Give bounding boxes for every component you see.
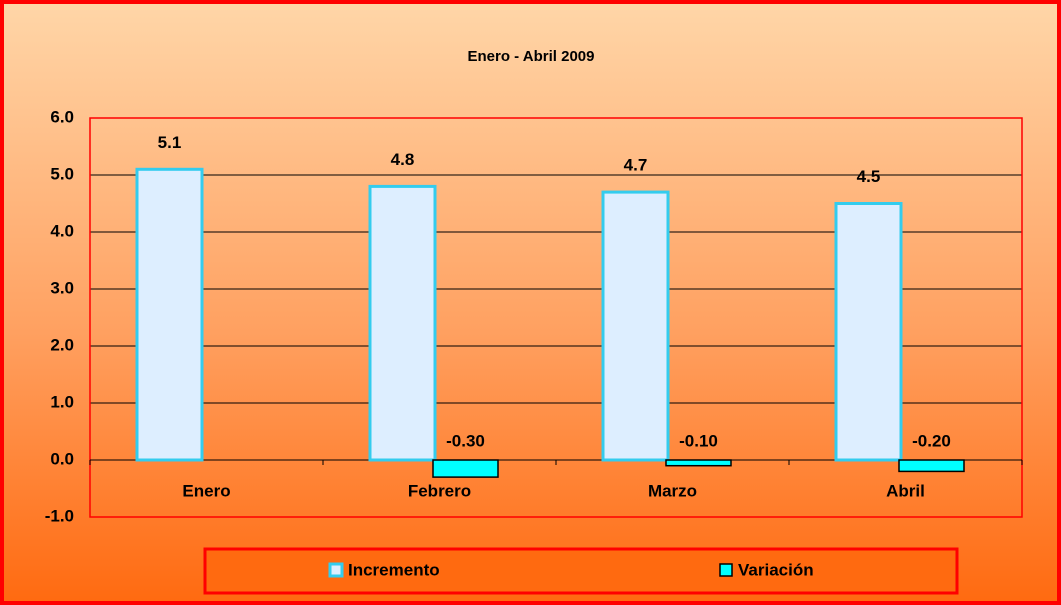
legend-label: Incremento (348, 560, 440, 579)
data-label: 4.5 (857, 167, 881, 186)
bar (898, 459, 965, 473)
legend-swatch (328, 562, 344, 578)
legend-label: Variación (738, 560, 814, 579)
y-tick-label: 5.0 (50, 164, 74, 183)
plot-border (89, 117, 1023, 518)
y-tick-label: 0.0 (50, 449, 74, 468)
bar (665, 459, 732, 467)
y-tick-label: 6.0 (50, 107, 74, 126)
x-tick-label: Enero (182, 481, 230, 500)
chart-title: Enero - Abril 2009 (468, 48, 595, 65)
y-tick-label: 4.0 (50, 221, 74, 240)
x-tick-label: Febrero (408, 481, 471, 500)
data-label: 5.1 (158, 133, 182, 152)
data-label: 4.7 (624, 156, 648, 175)
bar (834, 202, 903, 462)
bar (601, 190, 670, 462)
data-label: 4.8 (391, 150, 415, 169)
y-tick-label: 2.0 (50, 335, 74, 354)
bar (135, 167, 204, 462)
data-label: -0.30 (446, 431, 485, 450)
legend (203, 547, 959, 595)
y-tick-label: 3.0 (50, 278, 74, 297)
legend-swatch (719, 563, 733, 577)
x-tick-label: Abril (886, 481, 925, 500)
data-label: -0.20 (912, 431, 951, 450)
y-tick-label: -1.0 (45, 506, 74, 525)
y-tick-label: 1.0 (50, 392, 74, 411)
bar (368, 184, 437, 462)
x-tick-label: Marzo (648, 481, 697, 500)
data-label: -0.10 (679, 431, 718, 450)
bar (432, 459, 499, 478)
